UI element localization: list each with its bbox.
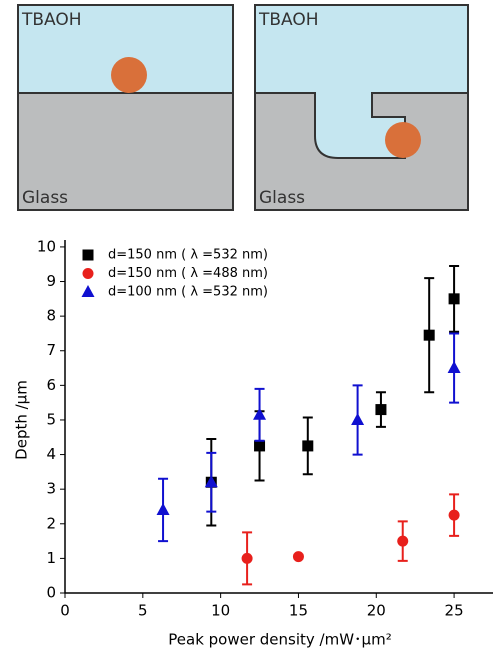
glass-label: Glass [259,188,305,208]
particle [385,122,421,158]
marker [292,551,304,563]
x-tick-label: 20 [367,602,386,620]
y-tick-label: 4 [46,445,56,463]
marker [375,404,387,416]
solution-label: TBAOH [21,10,82,30]
legend-label: d=150 nm ( λ =532 nm) [108,248,268,263]
particle [111,57,147,93]
x-tick-label: 25 [445,602,464,620]
schematic: TBAOH Glass TBAOH Glass [17,4,469,211]
y-tick-label: 7 [46,341,56,359]
marker [156,502,170,515]
marker [447,361,461,374]
panel-border [254,4,469,211]
y-tick-label: 1 [46,549,56,567]
marker [302,440,314,452]
glass-label: Glass [22,188,68,208]
interface [255,92,468,159]
legend-marker [82,268,94,279]
y-tick-label: 0 [46,584,56,602]
solution-label: TBAOH [258,10,319,30]
y-tick-label: 5 [46,410,56,428]
y-axis-label: Depth /μm [13,380,31,460]
x-tick-label: 0 [60,602,70,620]
marker [254,440,266,452]
y-tick-label: 10 [37,237,56,255]
legend-label: d=150 nm ( λ =488 nm) [108,266,268,281]
marker [204,475,218,488]
marker [448,509,460,521]
x-tick-label: 15 [289,602,308,620]
marker [351,412,365,425]
marker [448,293,460,305]
x-axis-label: Peak power density /mW･μm² [168,631,391,649]
y-tick-label: 6 [46,376,56,394]
y-tick-label: 2 [46,514,56,532]
marker [423,329,435,341]
x-tick-label: 10 [211,602,230,620]
legend-marker [81,285,95,297]
y-tick-label: 8 [46,307,56,325]
marker [241,552,253,564]
panel-border [17,4,234,211]
legend-marker [82,249,94,261]
y-tick-label: 9 [46,272,56,290]
marker [253,407,267,420]
legend-label: d=100 nm ( λ =532 nm) [108,285,268,300]
etched-channel [315,93,405,158]
y-tick-label: 3 [46,480,56,498]
marker [397,535,409,547]
x-tick-label: 5 [138,602,148,620]
solution-region [255,5,468,93]
